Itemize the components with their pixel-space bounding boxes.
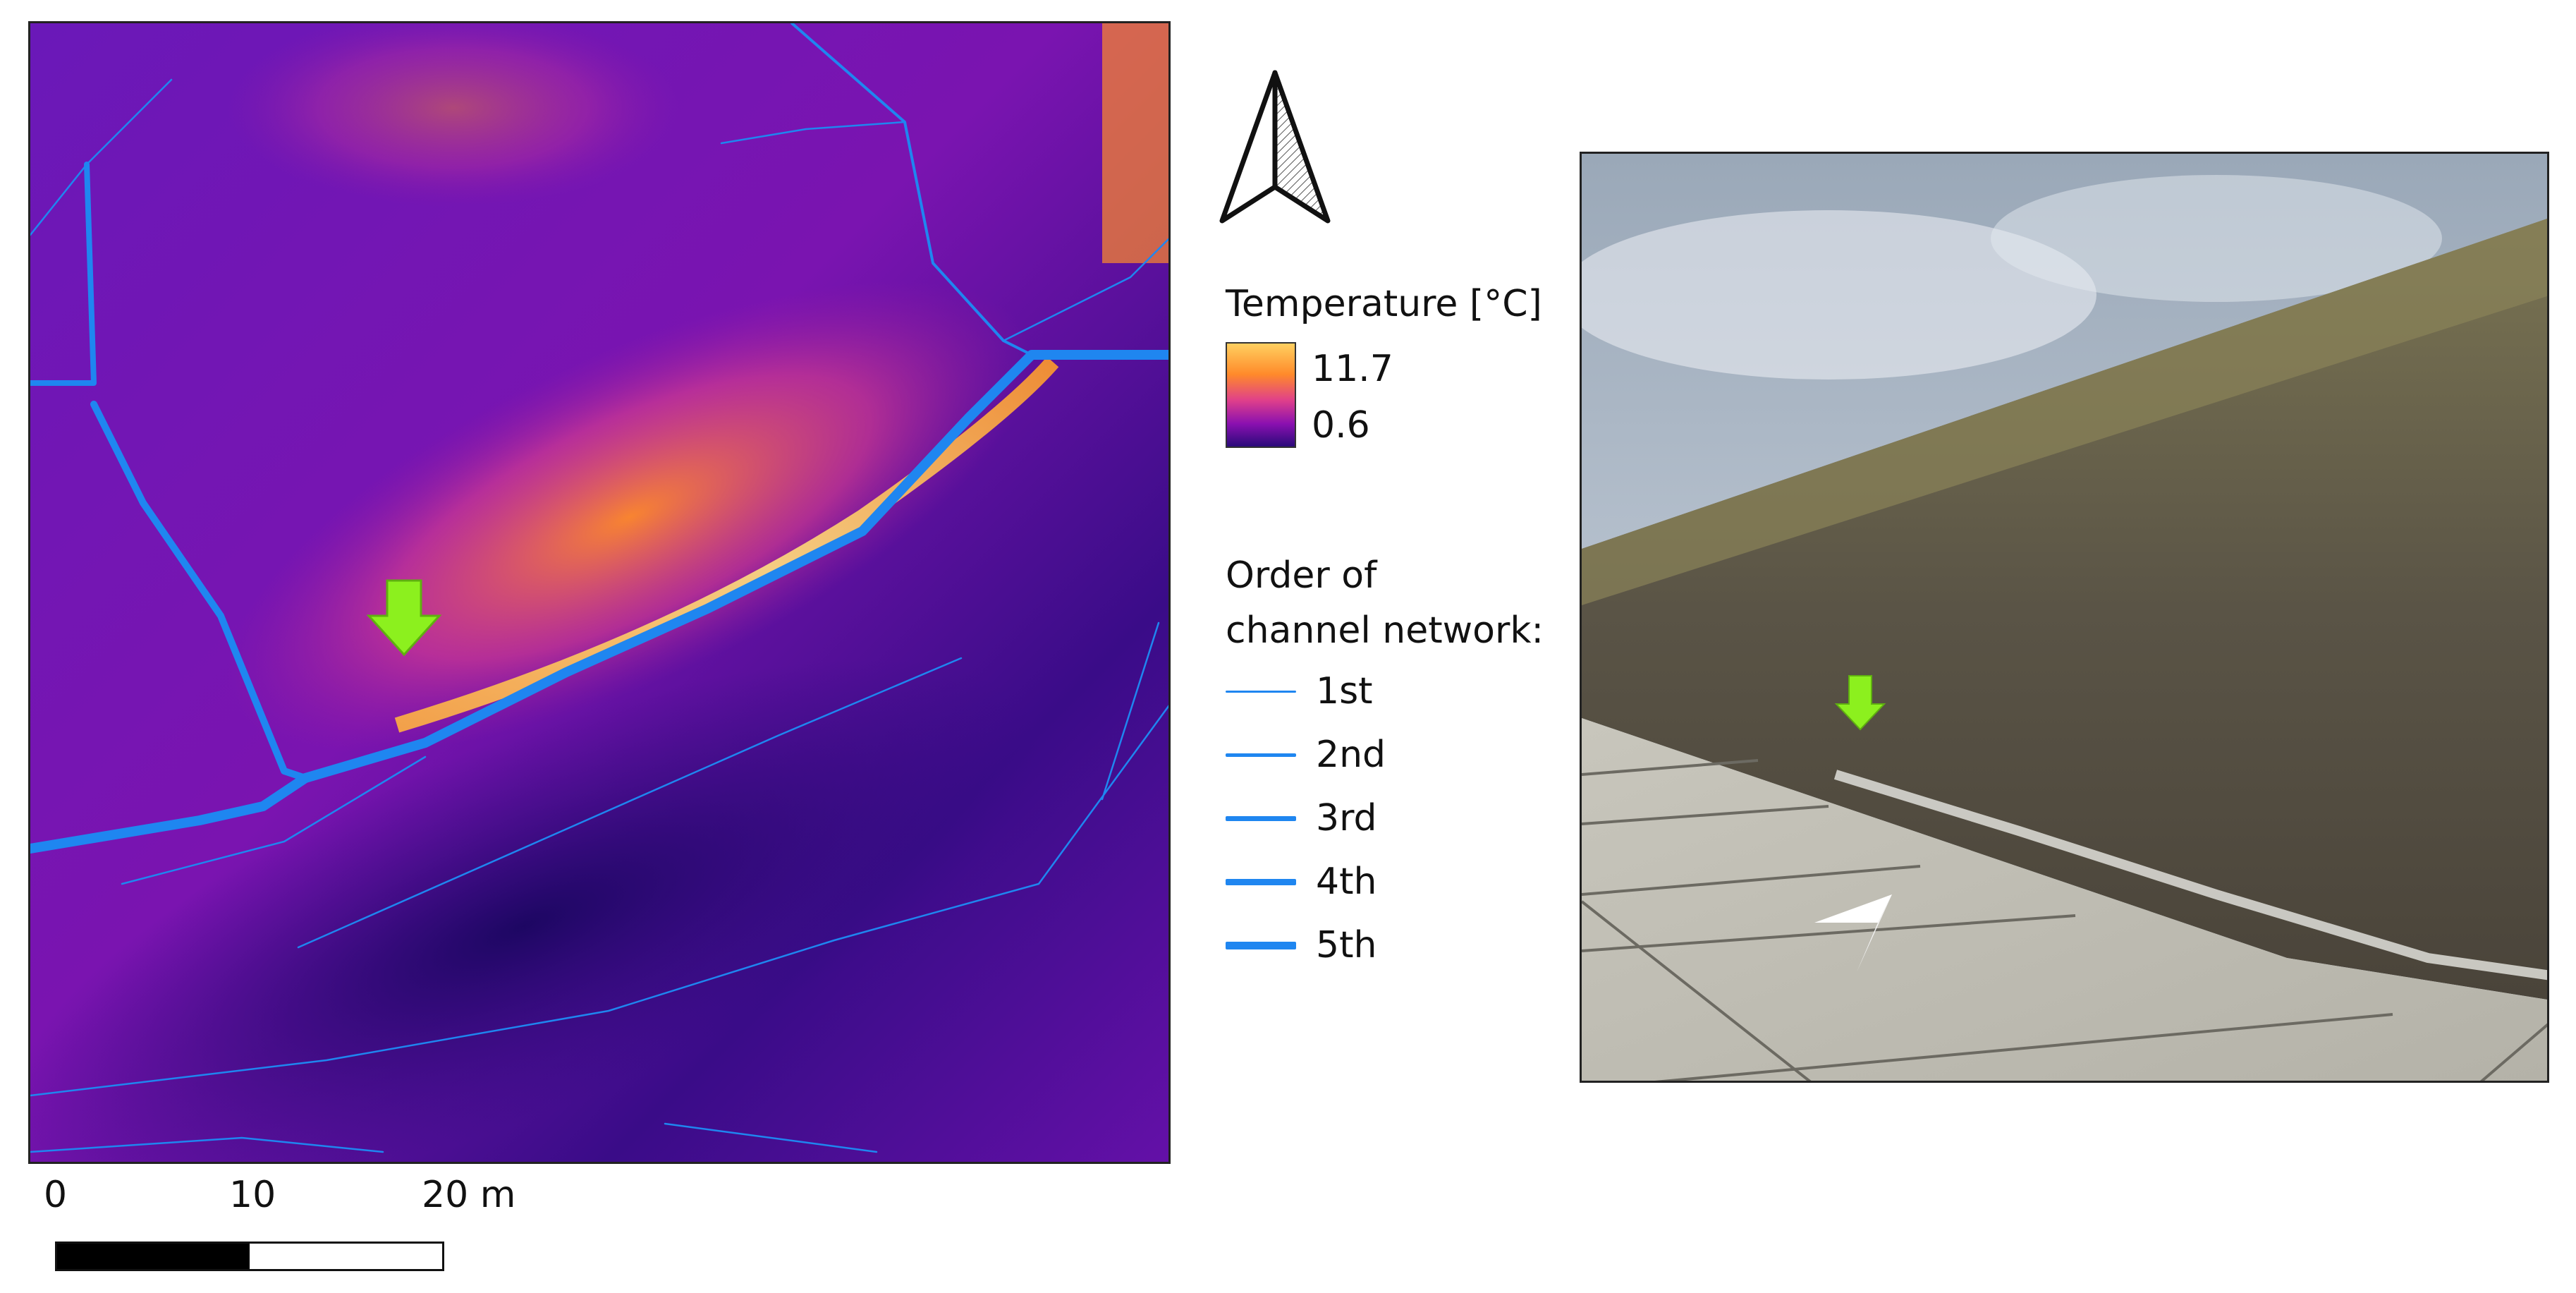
- warm-slope: [227, 281, 1032, 753]
- channel-network: [30, 23, 1168, 1153]
- hot-seepage-line: [394, 356, 1059, 733]
- channel-legend-title-line2: channel network:: [1226, 609, 1544, 652]
- scalebar-tick-10: 10: [229, 1174, 276, 1216]
- field-photo: [1580, 152, 2549, 1083]
- legend-item-order-5: 5th: [1226, 924, 1386, 966]
- north-arrow-icon: [1211, 67, 1338, 229]
- pavement-north-arrow-icon: [1814, 894, 1892, 972]
- legend-label-order-3: 3rd: [1316, 797, 1377, 839]
- photo-location-marker-arrow-icon: [1834, 675, 1886, 731]
- photo-pavement-joints: [1582, 759, 2547, 1081]
- scalebar-label-0: 0: [44, 1177, 67, 1213]
- cold-zone: [30, 659, 1039, 1162]
- field-photo-canvas: [1582, 154, 2547, 1081]
- temperature-max-label: 11.7: [1312, 348, 1393, 390]
- thermal-map-canvas: [30, 23, 1168, 1162]
- scalebar-tick-0: 0: [44, 1174, 68, 1216]
- scale-bar-black-segment: [57, 1244, 250, 1269]
- legend-item-order-3: 3rd: [1226, 797, 1386, 839]
- legend-item-order-4: 4th: [1226, 861, 1386, 903]
- photo-cloud: [1582, 210, 2096, 380]
- photo-seepage-trace: [1833, 770, 2547, 981]
- channel-order-3: [30, 162, 97, 386]
- channel-order-4: [90, 401, 309, 782]
- legend-line-order-2: [1226, 753, 1296, 757]
- photo-embankment-slope: [1582, 219, 2547, 1000]
- channel-legend-title-line1: Order of: [1226, 554, 1377, 597]
- photo-concrete-pavement: [1582, 718, 2547, 1081]
- legend-label-order-5: 5th: [1316, 924, 1377, 966]
- channel-legend-list: 1st 2nd 3rd 4th 5th: [1226, 670, 1386, 966]
- scalebar-label-20: 20 m: [422, 1177, 515, 1213]
- legend-line-order-4: [1226, 878, 1296, 885]
- thermal-map: [28, 21, 1171, 1164]
- legend-item-order-1: 1st: [1226, 670, 1386, 712]
- legend-label-order-1: 1st: [1316, 670, 1373, 712]
- location-marker-arrow-icon: [366, 579, 442, 657]
- scalebar-tick-20: 20 m: [422, 1174, 516, 1216]
- legend-line-order-5: [1226, 941, 1296, 949]
- scalebar-label-10: 10: [229, 1177, 276, 1213]
- warm-strip-right: [1102, 23, 1168, 263]
- scale-bar: [55, 1242, 444, 1271]
- legend-item-order-2: 2nd: [1226, 734, 1386, 776]
- temperature-legend-title: Temperature [°C]: [1226, 283, 1542, 325]
- legend-label-order-2: 2nd: [1316, 734, 1386, 776]
- legend-label-order-4: 4th: [1316, 861, 1377, 903]
- scale-bar-white-segment: [250, 1244, 442, 1269]
- legend-line-order-3: [1226, 815, 1296, 821]
- photo-cloud-2: [1991, 175, 2442, 302]
- channel-order-5: [30, 350, 1168, 854]
- temperature-min-label: 0.6: [1312, 404, 1370, 447]
- channel-order-2: [790, 23, 1033, 356]
- channel-order-1: [30, 78, 1168, 1153]
- legend-line-order-1: [1226, 690, 1296, 693]
- photo-grass-ridge: [1582, 219, 2547, 605]
- temperature-colorbar: [1226, 342, 1296, 448]
- warm-patch-top: [228, 23, 679, 207]
